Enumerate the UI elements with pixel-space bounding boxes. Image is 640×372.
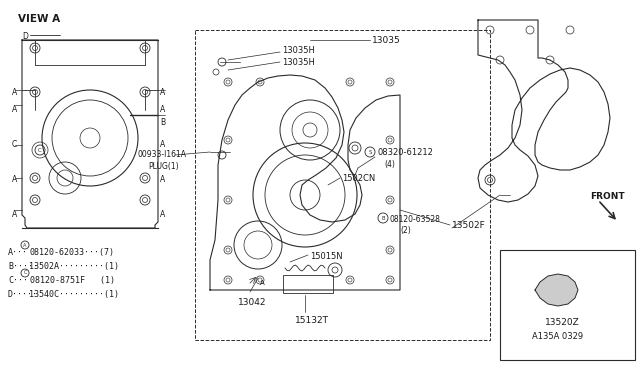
Text: (4): (4) [384, 160, 395, 169]
Text: A: A [23, 243, 27, 247]
Text: C: C [23, 270, 27, 276]
Text: A: A [160, 88, 165, 97]
Text: A: A [160, 175, 165, 184]
Text: A···: A··· [8, 248, 28, 257]
Text: D: D [22, 32, 28, 41]
Text: 08120-62033···(7): 08120-62033···(7) [30, 248, 115, 257]
Text: 00933-I161A: 00933-I161A [138, 150, 187, 159]
Text: A: A [12, 210, 17, 219]
Text: 13035H: 13035H [282, 46, 315, 55]
Text: 13035: 13035 [372, 36, 401, 45]
Text: 15015N: 15015N [310, 252, 342, 261]
Text: VIEW A: VIEW A [18, 14, 60, 24]
Bar [283, 275, 333, 293]
Text: 15132T: 15132T [295, 316, 329, 325]
Bar [195, 30, 490, 340]
Text: A: A [12, 88, 17, 97]
Text: 08120-8751F   (1): 08120-8751F (1) [30, 276, 115, 285]
Text: 13540C·········(1): 13540C·········(1) [29, 290, 119, 299]
Text: B: B [160, 118, 165, 127]
Polygon shape [535, 274, 578, 306]
Bar [500, 250, 635, 360]
Text: B: B [381, 215, 385, 221]
Text: C···: C··· [8, 276, 28, 285]
Text: 1502CN: 1502CN [342, 174, 375, 183]
Text: A135A 0329: A135A 0329 [532, 332, 583, 341]
Text: 13042: 13042 [238, 298, 266, 307]
Text: PLUG(1): PLUG(1) [148, 162, 179, 171]
Text: 08320-61212: 08320-61212 [377, 148, 433, 157]
Text: D·····: D····· [8, 290, 38, 299]
Text: A: A [160, 140, 165, 149]
Text: A: A [12, 105, 17, 114]
Text: (2): (2) [400, 226, 411, 235]
Text: 13502A·········(1): 13502A·········(1) [29, 262, 119, 271]
Text: 13502F: 13502F [452, 221, 486, 230]
Text: 13520Z: 13520Z [545, 318, 580, 327]
Text: C: C [12, 140, 17, 149]
Text: 13035H: 13035H [282, 58, 315, 67]
Text: A: A [12, 175, 17, 184]
Text: FRONT: FRONT [590, 192, 625, 201]
Text: A: A [160, 210, 165, 219]
Text: B·····: B····· [8, 262, 38, 271]
Text: A: A [160, 105, 165, 114]
Text: S: S [368, 150, 372, 154]
Text: C: C [38, 148, 42, 153]
Text: A: A [260, 280, 265, 286]
Text: 08120-63528: 08120-63528 [390, 215, 441, 224]
